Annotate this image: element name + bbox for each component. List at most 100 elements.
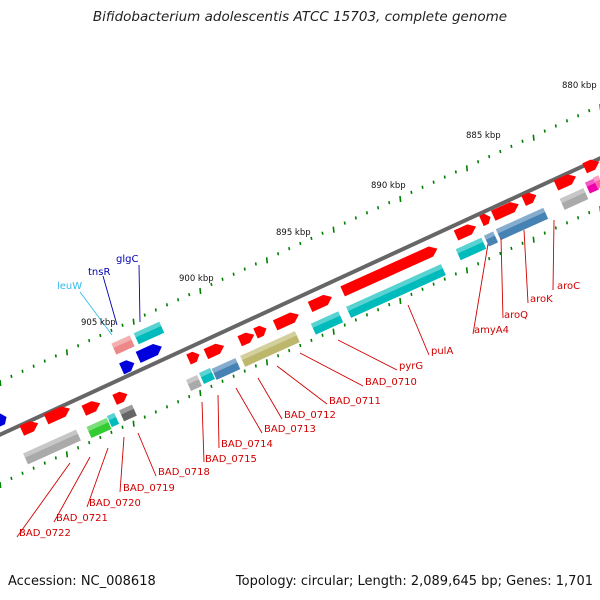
minor-tick [576,114,580,118]
minor-tick [210,384,213,389]
gene-label: amyA4 [474,325,509,336]
kbp-tick-label: 900 kbp [179,274,214,284]
minor-tick [43,359,46,363]
gene-label: aroQ [504,310,528,321]
major-tick [132,318,135,325]
cds-arrow-body [203,343,225,360]
feature-block-body [199,368,215,384]
kbp-tick-label: 895 kbp [276,228,311,238]
minor-tick [410,190,413,195]
leader-line [79,291,113,336]
cds-arrow [453,224,477,241]
cds-arrow [479,213,491,227]
major-tick [65,451,69,458]
minor-tick [288,348,291,353]
minor-tick [443,175,446,179]
cds-arrow [521,192,537,206]
cds-arrow [43,406,70,425]
cds-arrow-body [112,391,128,405]
minor-tick [432,282,435,286]
feature-block [111,335,135,355]
feature-block-body [346,264,446,318]
major-tick [265,257,269,264]
feature-block [106,412,120,428]
feature-block [455,237,487,261]
minor-tick [21,471,24,475]
minor-tick [210,282,213,287]
trna-arrow [119,360,135,375]
major-tick [265,359,269,366]
minor-tick [454,170,457,174]
cds-arrow [490,202,519,221]
gene-label: BAD_0713 [264,424,316,435]
minor-tick [254,262,257,266]
cds-arrow [582,159,600,174]
map-title: Bifidobacterium adolescentis ATCC 15703,… [92,9,508,25]
genome-summary-text: Topology: circular; Length: 2,089,645 bp… [235,574,593,589]
cds-arrow-body [19,421,39,436]
minor-tick [310,338,313,343]
major-tick [465,165,469,172]
minor-tick [421,185,424,189]
gene-label: pulA [431,346,453,357]
minor-tick [110,328,113,333]
gene-label: BAD_0712 [284,410,336,421]
minor-tick [43,461,46,465]
major-tick [0,379,2,387]
cds-arrow [112,391,128,405]
cds-arrow-body [479,213,491,227]
leader-line [102,275,118,326]
trna-arrow-body [119,360,135,375]
leader-line [472,243,489,335]
minor-tick [88,440,91,445]
minor-tick [221,379,224,383]
minor-tick [354,216,357,220]
minor-tick [176,400,180,404]
minor-tick [176,298,180,302]
leader-line [137,432,157,477]
minor-tick [521,241,524,245]
feature-block-body [495,207,549,241]
minor-tick [99,333,102,338]
minor-tick [10,476,13,481]
cds-arrow-body [43,406,70,425]
kbp-tick-label: 890 kbp [371,181,406,191]
feature-block-body [106,412,120,428]
feature-block [186,375,202,391]
gene-label: tnsR [88,267,110,278]
minor-tick [254,364,257,368]
feature-block-shine [310,311,341,328]
minor-tick [543,129,546,133]
cds-arrow [81,401,101,416]
minor-tick [32,364,35,368]
minor-tick [576,216,580,220]
minor-tick [321,231,324,235]
minor-tick [221,277,224,281]
minor-tick [121,323,124,327]
feature-block-body [211,358,241,380]
minor-tick [443,277,446,281]
feature-block-body [23,429,81,465]
cds-arrow [203,343,225,360]
feature-block-body [592,175,600,189]
minor-tick [554,226,557,230]
feature-block [119,404,137,422]
gene-label: pyrG [399,361,423,372]
leader-line [86,447,109,508]
minor-tick [165,405,169,409]
minor-tick [476,160,480,164]
minor-tick [499,251,502,256]
minor-tick [476,262,480,266]
gene-label: aroC [557,281,580,292]
cds-arrow [307,294,332,312]
feature-block-body [483,231,499,247]
minor-tick [243,369,246,373]
feature-block-body [86,418,112,438]
label-leader-lines [16,219,555,538]
minor-tick [588,108,591,113]
feature-block [23,429,81,465]
minor-tick [565,119,569,123]
minor-tick [32,466,35,470]
feature-block-shine [119,404,134,415]
